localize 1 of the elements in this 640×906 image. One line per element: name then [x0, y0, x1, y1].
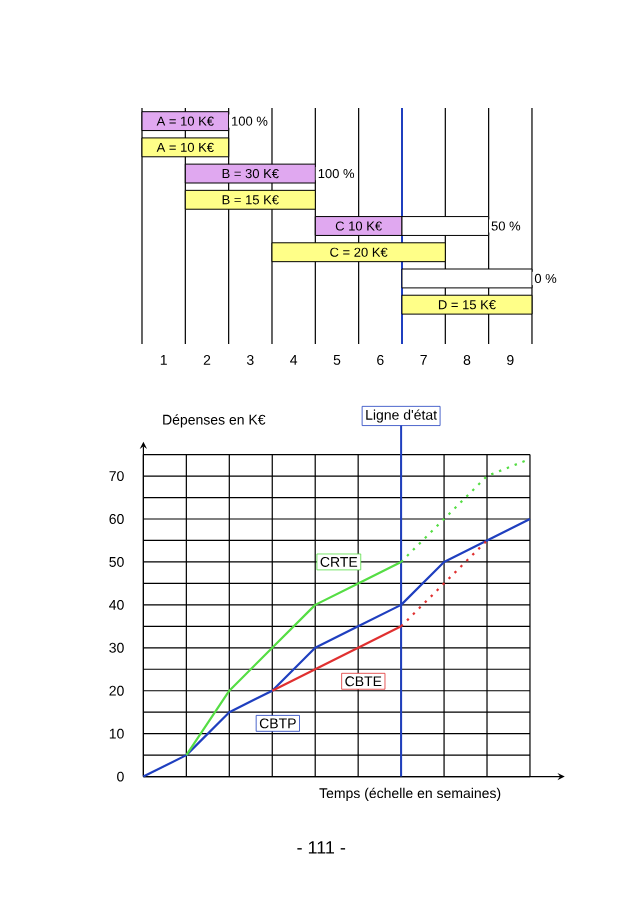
- text: - 111 -: [297, 841, 346, 854]
